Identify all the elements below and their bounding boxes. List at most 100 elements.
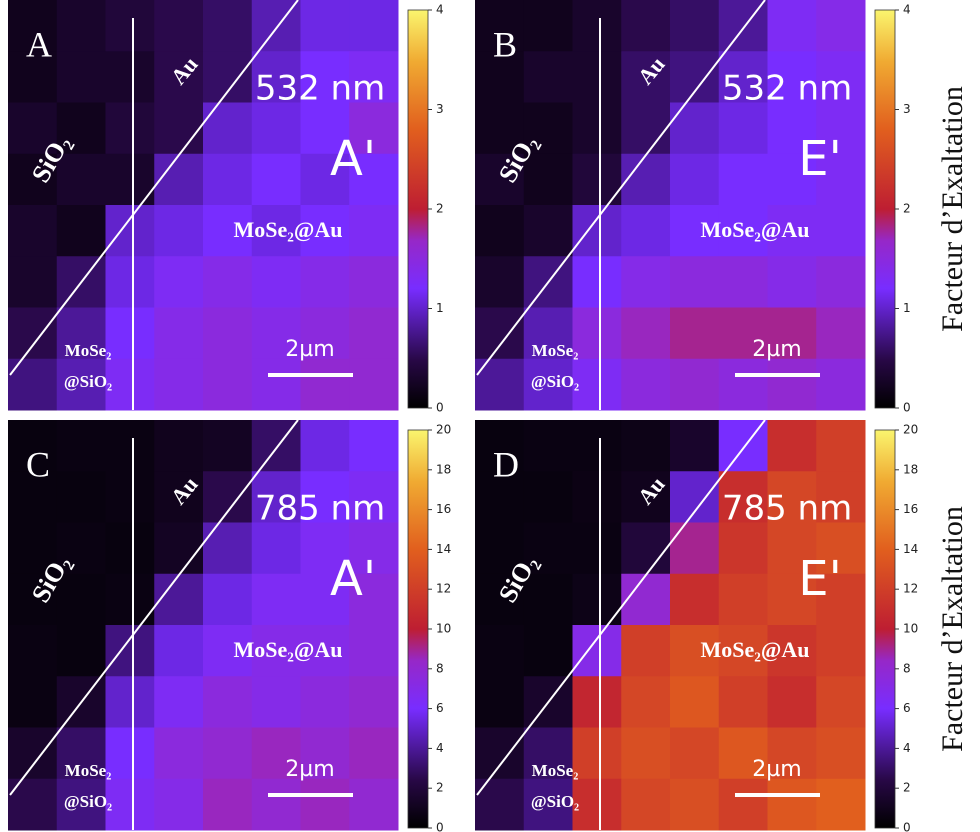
- heat-cell: [349, 727, 399, 780]
- heat-cell: [475, 102, 525, 155]
- heat-cell: [475, 153, 525, 206]
- heat-cell: [475, 307, 525, 360]
- heat-cell: [523, 102, 573, 155]
- heat-cell: [203, 51, 253, 103]
- heat-cell: [203, 256, 253, 308]
- heat-cell: [621, 573, 671, 626]
- heat-cell: [251, 205, 301, 257]
- region-label: MoSe₂@Au: [234, 637, 343, 662]
- heat-cell: [56, 573, 106, 626]
- heat-cell: [718, 778, 768, 831]
- heat-cell: [203, 625, 253, 677]
- colorbar-tick-label: 2: [903, 781, 911, 795]
- heat-cell: [105, 676, 155, 728]
- heat-cell: [203, 358, 253, 411]
- heat-cell: [572, 625, 622, 677]
- heat-cell: [154, 153, 204, 206]
- heat-cell: [621, 256, 671, 308]
- heat-cell: [154, 471, 204, 523]
- heat-cell: [8, 471, 58, 523]
- boundary-line: [9, 0, 299, 376]
- region-label: MoSe₂: [65, 341, 112, 360]
- heat-cell: [621, 778, 671, 831]
- heat-cell: [718, 727, 768, 780]
- heat-cell: [816, 573, 866, 626]
- heat-cell: [154, 676, 204, 728]
- heat-cell: [475, 51, 525, 103]
- heat-cell: [8, 573, 58, 626]
- colorbar-tick-label: 12: [903, 582, 918, 596]
- heat-cell: [251, 676, 301, 728]
- heat-cell: [475, 256, 525, 308]
- heat-cell: [572, 256, 622, 308]
- panel-label: A: [26, 24, 52, 64]
- heat-cell: [670, 307, 720, 360]
- heat-cell: [8, 0, 58, 52]
- heat-cell: [718, 307, 768, 360]
- heat-cell: [572, 522, 622, 575]
- heat-cell: [300, 676, 350, 728]
- colorbar-tick-label: 6: [903, 701, 911, 715]
- colorbar-tick-label: 2: [903, 202, 911, 216]
- heat-cell: [816, 778, 866, 831]
- heat-cell: [572, 0, 622, 52]
- heat-cell: [572, 205, 622, 257]
- heat-cell: [523, 471, 573, 523]
- heat-cell: [523, 51, 573, 103]
- heat-cell: [670, 102, 720, 155]
- heat-cell: [767, 0, 817, 52]
- heat-cell: [300, 778, 350, 831]
- colorbar-tick-label: 4: [436, 3, 444, 17]
- heat-cell: [767, 727, 817, 780]
- heat-cell: [251, 625, 301, 677]
- heat-cell: [154, 256, 204, 308]
- colorbar-tick-label: 8: [436, 661, 444, 675]
- heat-cell: [621, 522, 671, 575]
- heat-cell: [767, 307, 817, 360]
- heat-cell: [349, 471, 399, 523]
- colorbar-tick-label: 0: [436, 821, 444, 832]
- heat-cell: [816, 51, 866, 103]
- heat-cell: [349, 522, 399, 575]
- colorbar-tick-label: 14: [436, 542, 451, 556]
- heat-cell: [56, 51, 106, 103]
- heat-cell: [203, 0, 253, 52]
- heat-cell: [105, 420, 155, 472]
- heat-cell: [572, 471, 622, 523]
- wavelength-label: 785 nm: [255, 489, 385, 529]
- heat-cell: [523, 522, 573, 575]
- colorbar-tick-label: 18: [903, 462, 918, 476]
- heat-cell: [572, 676, 622, 728]
- heat-cell: [300, 153, 350, 206]
- colorbar-tick-label: 10: [436, 622, 451, 636]
- colorbar-tick-label: 14: [903, 542, 918, 556]
- colorbar-tick-label: 10: [903, 622, 918, 636]
- colorbar-tick-label: 4: [436, 741, 444, 755]
- heat-cell: [523, 420, 573, 472]
- colorbar-tick-label: 18: [436, 462, 451, 476]
- heat-cell: [572, 307, 622, 360]
- region-label: @SiO₂: [64, 372, 112, 391]
- colorbar: [874, 9, 896, 409]
- colorbar-tick-label: 8: [903, 661, 911, 675]
- scale-label: 2µm: [285, 337, 334, 362]
- heat-cell: [154, 51, 204, 103]
- heat-cell: [56, 522, 106, 575]
- scale-label: 2µm: [752, 337, 801, 362]
- heat-cell: [105, 205, 155, 257]
- colorbar-tick-label: 1: [436, 301, 444, 315]
- heat-cell: [621, 307, 671, 360]
- heat-cell: [300, 102, 350, 155]
- heat-cell: [621, 420, 671, 472]
- boundary-line: [476, 419, 766, 796]
- heat-cell: [349, 205, 399, 257]
- heat-cell: [523, 0, 573, 52]
- heat-cell: [203, 471, 253, 523]
- heat-cell: [670, 522, 720, 575]
- heat-cell: [816, 256, 866, 308]
- heat-cell: [105, 256, 155, 308]
- colorbar-tick-label: 3: [903, 102, 911, 116]
- colorbar-tick-label: 0: [903, 401, 911, 415]
